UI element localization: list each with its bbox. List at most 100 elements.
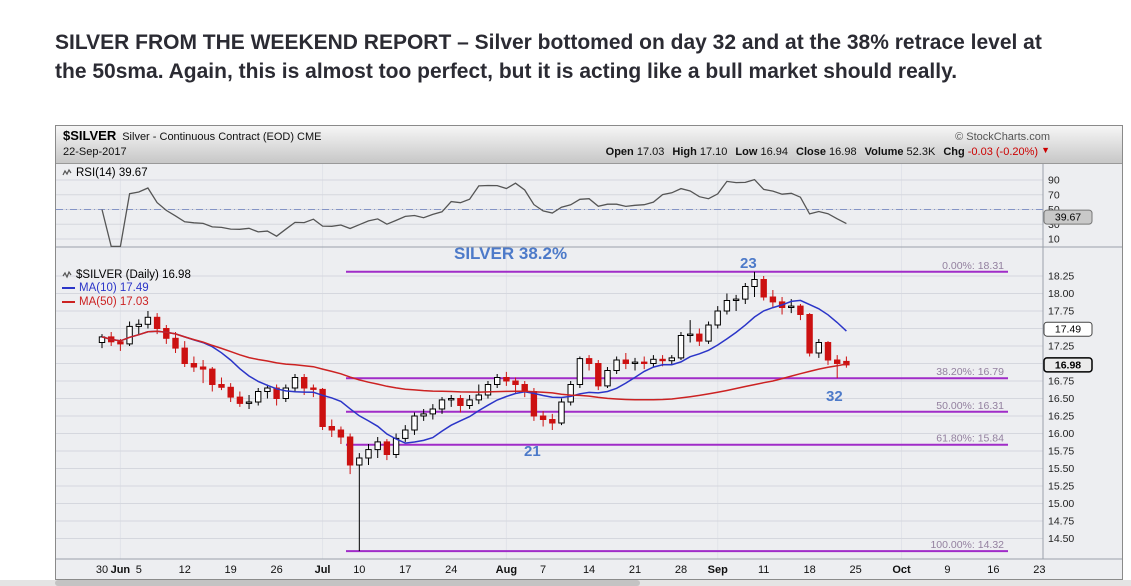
fib-label: 61.80%: 15.84 [936,433,1004,445]
candle [567,384,574,403]
quote-close: Close 16.98 [796,146,857,158]
rsi-panel: 9070503010 [56,175,1060,246]
x-axis-label: 10 [353,564,365,576]
candle [337,429,345,438]
candle [732,298,740,302]
candle [264,387,271,392]
x-axis-label: 16 [987,564,999,576]
candle [806,314,813,354]
candle [595,363,602,387]
candle [815,342,822,354]
candle [512,380,519,385]
candle [218,384,225,388]
price-axis-label: 15.00 [1048,498,1074,510]
candle [392,437,400,455]
change-down-arrow-icon: ▼ [1041,145,1050,155]
quote-chg: Chg -0.03 (-0.20%) [943,146,1039,158]
x-axis-label: Aug [496,564,517,576]
x-axis-label: 25 [849,564,861,576]
x-axis-label: 18 [804,564,816,576]
candle [622,359,629,364]
x-axis-label: Jun [111,564,131,576]
candle [751,279,758,287]
x-axis-label: Sep [708,564,728,576]
candle [503,377,510,382]
candle [135,323,142,327]
candle [631,361,639,365]
contract-description: Silver - Continuous Contract (EOD) CME [122,131,322,143]
candle [604,370,611,387]
x-axis-label: Jul [315,564,331,576]
price-marker-label: 17.49 [1055,324,1081,336]
annotation-23: 23 [740,255,757,272]
price-axis-label: 16.00 [1048,428,1074,440]
candle [163,328,170,339]
candle [696,333,703,342]
candle [383,441,391,455]
x-axis-label: 9 [944,564,950,576]
candle [585,358,593,365]
candle [457,398,464,406]
candle [613,359,620,371]
candle [438,399,446,410]
candle [310,387,317,390]
candle [255,391,262,403]
candle [402,429,409,439]
annotation-32: 32 [826,388,843,405]
price-marker-box [1043,209,1093,225]
x-axis-label: 5 [136,564,142,576]
x-axis-label: 11 [758,564,769,576]
annotation-silver-38-2-: SILVER 38.2% [454,244,568,263]
candle [834,359,841,364]
rsi-line [101,178,847,248]
candle [420,413,427,417]
candle [576,358,584,386]
fib-label: 0.00%: 18.31 [942,260,1004,272]
quote-high: High 17.10 [672,146,728,158]
x-axis-label: 17 [399,564,411,576]
candle [117,341,124,345]
price-legend: $SILVER (Daily) 16.98 MA(10) 17.49 MA(50) … [62,268,191,309]
x-axis-label: 7 [540,564,546,576]
fib-label: 100.00%: 14.32 [930,539,1004,551]
candle [668,357,675,362]
fib-retracement: 0.00%: 18.31 38.20%: 16.79 50.00%: 16.31 61… [346,260,1008,553]
price-axis-label: 14.75 [1048,516,1074,528]
candle [769,296,777,303]
chart-svg: 907050301018.2518.0017.7517.5017.2517.00… [56,164,1122,579]
chart-type-icon [62,270,72,280]
candle [126,325,133,345]
candle [209,368,216,386]
x-axis-label: 28 [675,564,687,576]
ma-line-swatch [62,287,75,290]
x-axis-label: 30 [96,564,108,576]
candle [549,419,556,424]
quote-volume: Volume 52.3K [864,146,936,158]
rsi-legend: RSI(14) 39.67 [62,167,148,179]
candle [190,363,198,368]
price-axis-label: 15.75 [1048,446,1074,458]
price-axis-label: 18.25 [1048,271,1074,283]
copyright-notice: © StockCharts.com [955,131,1050,143]
candle [788,305,795,309]
x-axis-label: 14 [583,564,595,576]
quote-bar: 22-Sep-2017 Open 17.03 High 17.10 Low 16.9… [63,145,1050,162]
fib-label: 50.00%: 16.31 [936,400,1004,412]
candle [475,394,483,401]
x-axis-label: 23 [1033,564,1045,576]
rsi-axis-label: 70 [1048,189,1060,201]
x-axis-label: 12 [179,564,191,576]
price-axis-label: 15.25 [1048,481,1074,493]
scrollbar-thumb[interactable] [55,580,640,586]
vertical-gridlines [119,164,903,559]
x-axis-label: Oct [892,564,911,576]
legend-label: MA(10) 17.49 [79,282,149,295]
candle [144,316,152,325]
price-axis-label: 16.25 [1048,411,1074,423]
candle [356,457,363,466]
ma50-line [101,330,847,401]
x-axis-label: 26 [270,564,282,576]
chart-header: $SILVER Silver - Continuous Contract (EO… [56,126,1122,164]
horizontal-scrollbar[interactable] [0,580,1131,586]
legend-item: MA(10) 17.49 [62,282,191,296]
